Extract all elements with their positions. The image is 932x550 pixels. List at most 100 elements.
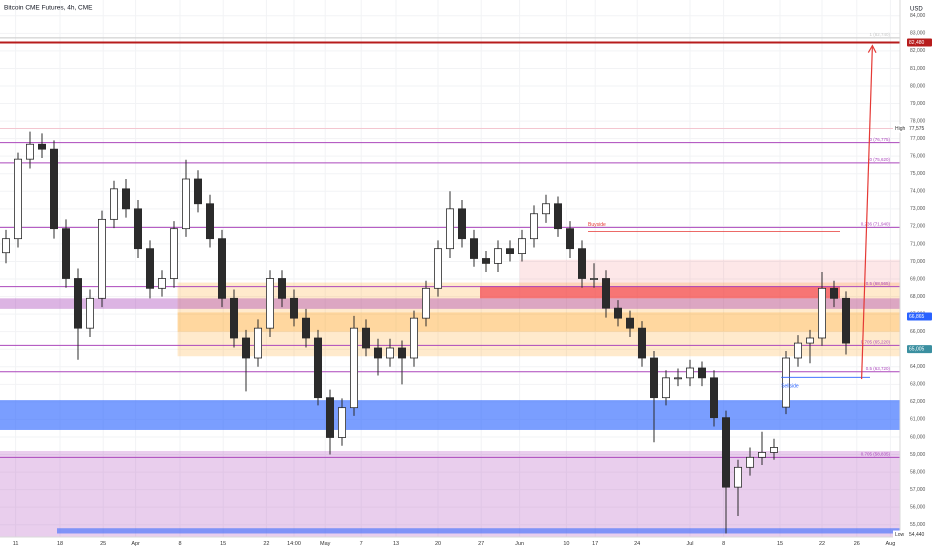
price-tag-label: 65,005 <box>909 346 925 352</box>
candle-body <box>481 258 490 264</box>
price-tag-label: 77,575 <box>909 126 925 132</box>
price-tag-note: High <box>895 126 906 132</box>
candle-body <box>782 357 791 408</box>
y-tick-label: 58,000 <box>910 469 926 475</box>
candle-body <box>530 213 539 240</box>
x-tick-label: 14:00 <box>287 541 301 547</box>
level-label: 0 (75,620) <box>869 157 890 162</box>
y-tick-label: 59,000 <box>910 452 926 458</box>
candle-body <box>602 278 611 309</box>
y-tick-label: 68,000 <box>910 294 926 300</box>
y-tick-label: 72,000 <box>910 224 926 230</box>
y-tick-label: 70,000 <box>910 259 926 265</box>
candle-body <box>301 317 310 339</box>
y-tick-label: 74,000 <box>910 189 926 195</box>
candle-body <box>50 148 59 230</box>
candle-body <box>361 327 370 349</box>
candle-body <box>421 287 430 319</box>
candle-body <box>25 143 34 160</box>
candle-body <box>289 297 298 319</box>
candle-body <box>590 278 599 280</box>
candle-body <box>397 347 406 359</box>
candle-body <box>241 337 250 359</box>
candle-body <box>62 228 71 279</box>
candle-body <box>385 347 394 359</box>
x-tick-label: Apr <box>131 541 140 547</box>
y-tick-label: 55,000 <box>910 522 926 528</box>
price-tag <box>907 124 932 133</box>
candle-body <box>253 327 262 359</box>
candle-body <box>349 327 358 409</box>
candle-body <box>842 297 851 344</box>
zone <box>0 400 900 430</box>
y-tick-label: 64,000 <box>910 364 926 370</box>
x-tick-label: Aug <box>886 541 896 547</box>
y-tick-label: 78,000 <box>910 118 926 124</box>
candle-body <box>518 238 527 254</box>
price-tag-label: 54,440 <box>909 532 925 538</box>
chart-title: Bitcoin CME Futures, 4h, CME <box>4 5 93 12</box>
y-tick-label: 66,000 <box>910 329 926 335</box>
price-tag <box>907 530 932 539</box>
candle-body <box>734 466 743 488</box>
candle-body <box>325 397 334 438</box>
x-tick-label: 8 <box>178 541 181 547</box>
candle-body <box>229 297 238 339</box>
y-tick-label: 75,000 <box>910 171 926 177</box>
level-label: 0.236 (71,940) <box>861 222 891 227</box>
candle-body <box>433 248 442 289</box>
x-tick-label: 10 <box>563 541 569 547</box>
price-tag-label: 66,865 <box>909 314 925 320</box>
candle-body <box>193 178 202 205</box>
y-tick-label: 63,000 <box>910 382 926 388</box>
candle-body <box>794 342 803 359</box>
x-tick-label: 8 <box>722 541 725 547</box>
x-tick-label: Jul <box>686 541 693 547</box>
candle-body <box>662 377 671 399</box>
candle-body <box>806 337 815 344</box>
candle-body <box>505 248 514 254</box>
zone <box>480 286 840 299</box>
candle-body <box>686 367 695 379</box>
y-tick-label: 69,000 <box>910 276 926 282</box>
x-tick-label: May <box>320 541 331 547</box>
y-tick-label: 61,000 <box>910 417 926 423</box>
x-tick-label: 17 <box>592 541 598 547</box>
candle-body <box>554 203 563 230</box>
x-tick-label: 25 <box>100 541 106 547</box>
price-tag-note-bg <box>893 530 907 539</box>
y-tick-label: 62,000 <box>910 399 926 405</box>
candle-body <box>181 178 190 230</box>
price-axis <box>900 0 932 550</box>
arrow <box>861 45 873 380</box>
y-tick-label: 81,000 <box>910 66 926 72</box>
candle-body <box>38 143 47 150</box>
y-tick-label: 60,000 <box>910 434 926 440</box>
candle-body <box>758 452 767 458</box>
level-label: 0.5 (63,720) <box>866 366 891 371</box>
y-tick-label: 83,000 <box>910 31 926 37</box>
y-tick-label: 80,000 <box>910 83 926 89</box>
price-tag <box>907 38 932 47</box>
zone <box>177 312 901 332</box>
level-label: 0.5 (68,565) <box>866 281 891 286</box>
candle-body <box>2 238 10 254</box>
candle-body <box>313 337 322 399</box>
arrow-head <box>867 44 877 54</box>
price-tag-label: 82,480 <box>909 40 925 46</box>
candle-body <box>674 377 683 380</box>
currency: USD <box>910 7 923 13</box>
candle-body <box>110 188 119 220</box>
level-label: 0.705 (58,835) <box>861 452 891 457</box>
candle-body <box>13 158 22 240</box>
candle-body <box>337 407 346 438</box>
candle-body <box>409 317 418 359</box>
zone <box>0 298 900 309</box>
candle-body <box>169 228 178 279</box>
candle-body <box>205 203 214 240</box>
x-tick-label: 22 <box>263 541 269 547</box>
candle-body <box>710 377 719 419</box>
candle-body <box>98 218 107 299</box>
